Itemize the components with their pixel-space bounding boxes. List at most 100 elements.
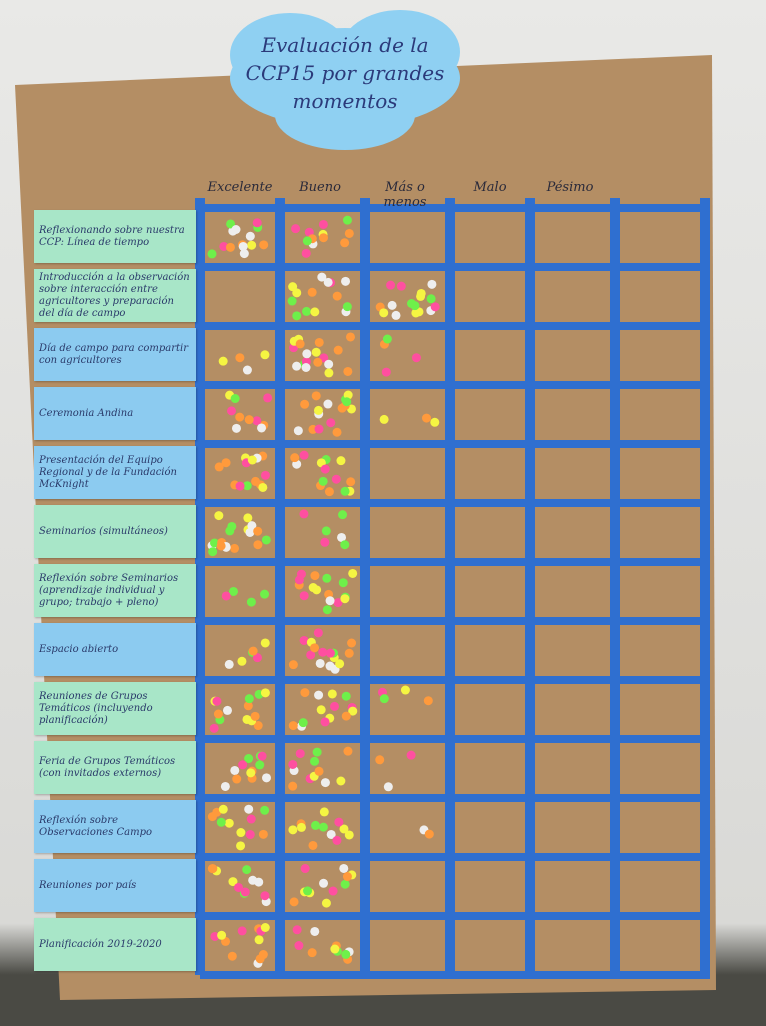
sticker	[326, 418, 336, 428]
vote-dots	[207, 215, 440, 968]
sticker	[318, 476, 328, 486]
sticker	[314, 337, 324, 347]
row-label: Reflexión sobre Observaciones Campo	[34, 800, 196, 853]
sticker	[288, 781, 298, 791]
sticker	[343, 390, 353, 400]
sticker	[243, 513, 253, 523]
sticker	[225, 242, 235, 252]
tape-horizontal	[200, 381, 710, 389]
sticker	[294, 575, 304, 585]
sticker	[314, 690, 324, 700]
sticker	[375, 755, 385, 765]
sticker	[300, 688, 310, 698]
sticker	[299, 450, 309, 460]
sticker	[295, 339, 305, 349]
sticker	[260, 805, 270, 815]
sticker	[228, 586, 238, 596]
tape-vertical	[195, 198, 205, 975]
tape-vertical	[525, 198, 535, 975]
sticker	[224, 818, 234, 828]
tape-horizontal	[200, 440, 710, 448]
title-line: momentos	[292, 89, 397, 113]
sticker	[247, 455, 257, 465]
sticker	[344, 648, 354, 658]
sticker	[341, 711, 351, 721]
sticker	[228, 877, 238, 887]
row-label: Introducción a la observación sobre inte…	[34, 269, 196, 322]
sticker	[337, 403, 347, 413]
sticker	[288, 825, 298, 835]
sticker	[287, 296, 297, 306]
sticker	[292, 361, 302, 371]
sticker	[252, 218, 262, 228]
sticker	[218, 356, 228, 366]
sticker	[218, 804, 228, 814]
sticker	[339, 824, 349, 834]
sticker	[422, 413, 432, 423]
sticker	[209, 723, 219, 733]
sticker	[214, 511, 224, 521]
sticker	[255, 954, 265, 964]
sticker	[332, 835, 342, 845]
row-label: Ceremonia Andina	[34, 387, 196, 440]
row-label: Feria de Grupos Temáticos (con invitados…	[34, 741, 196, 794]
sticker	[313, 405, 323, 415]
sticker	[230, 394, 240, 404]
tape-horizontal	[200, 499, 710, 507]
sticker	[310, 571, 320, 581]
row-label: Planificación 2019-2020	[34, 918, 196, 971]
sticker	[330, 701, 340, 711]
sticker	[327, 689, 337, 699]
sticker	[336, 776, 346, 786]
tape-horizontal	[200, 263, 710, 271]
sticker	[259, 240, 269, 250]
sticker	[260, 688, 270, 698]
sticker	[342, 397, 352, 407]
sticker	[292, 311, 302, 321]
sticker	[333, 345, 343, 355]
sticker	[248, 875, 258, 885]
sticker	[344, 830, 354, 840]
column-header: Bueno	[299, 180, 341, 195]
sticker	[340, 540, 350, 550]
column-header: Pésimo	[546, 180, 594, 195]
sticker	[328, 886, 338, 896]
sticker	[310, 756, 320, 766]
sticker	[319, 878, 329, 888]
title-line: Evaluación de la	[260, 33, 428, 57]
sticker	[240, 887, 250, 897]
sticker	[227, 951, 237, 961]
sticker	[338, 510, 348, 520]
sticker	[342, 302, 352, 312]
sticker	[379, 414, 389, 424]
sticker	[426, 294, 436, 304]
tape-horizontal	[200, 794, 710, 802]
sticker	[411, 353, 421, 363]
sticker	[236, 828, 246, 838]
title-line: CCP15 por grandes	[246, 61, 445, 85]
sticker	[346, 477, 356, 487]
sticker	[235, 481, 245, 491]
sticker	[299, 509, 309, 519]
row-label: Seminarios (simultáneos)	[34, 505, 196, 558]
sticker	[230, 765, 240, 775]
sticker	[340, 879, 350, 889]
row-label: Espacio abierto	[34, 623, 196, 676]
sticker	[379, 694, 389, 704]
sticker	[231, 423, 241, 433]
sticker	[319, 807, 329, 817]
sticker	[391, 310, 401, 320]
sticker	[332, 291, 342, 301]
sticker	[332, 427, 342, 437]
sticker	[338, 578, 348, 588]
sticker	[311, 391, 321, 401]
sticker	[423, 696, 433, 706]
sticker	[318, 219, 328, 229]
sticker	[313, 357, 323, 367]
sticker	[320, 537, 330, 547]
sticker	[260, 350, 270, 360]
sticker	[237, 926, 247, 936]
sticker	[242, 865, 252, 875]
sticker	[207, 249, 217, 259]
sticker	[299, 635, 309, 645]
